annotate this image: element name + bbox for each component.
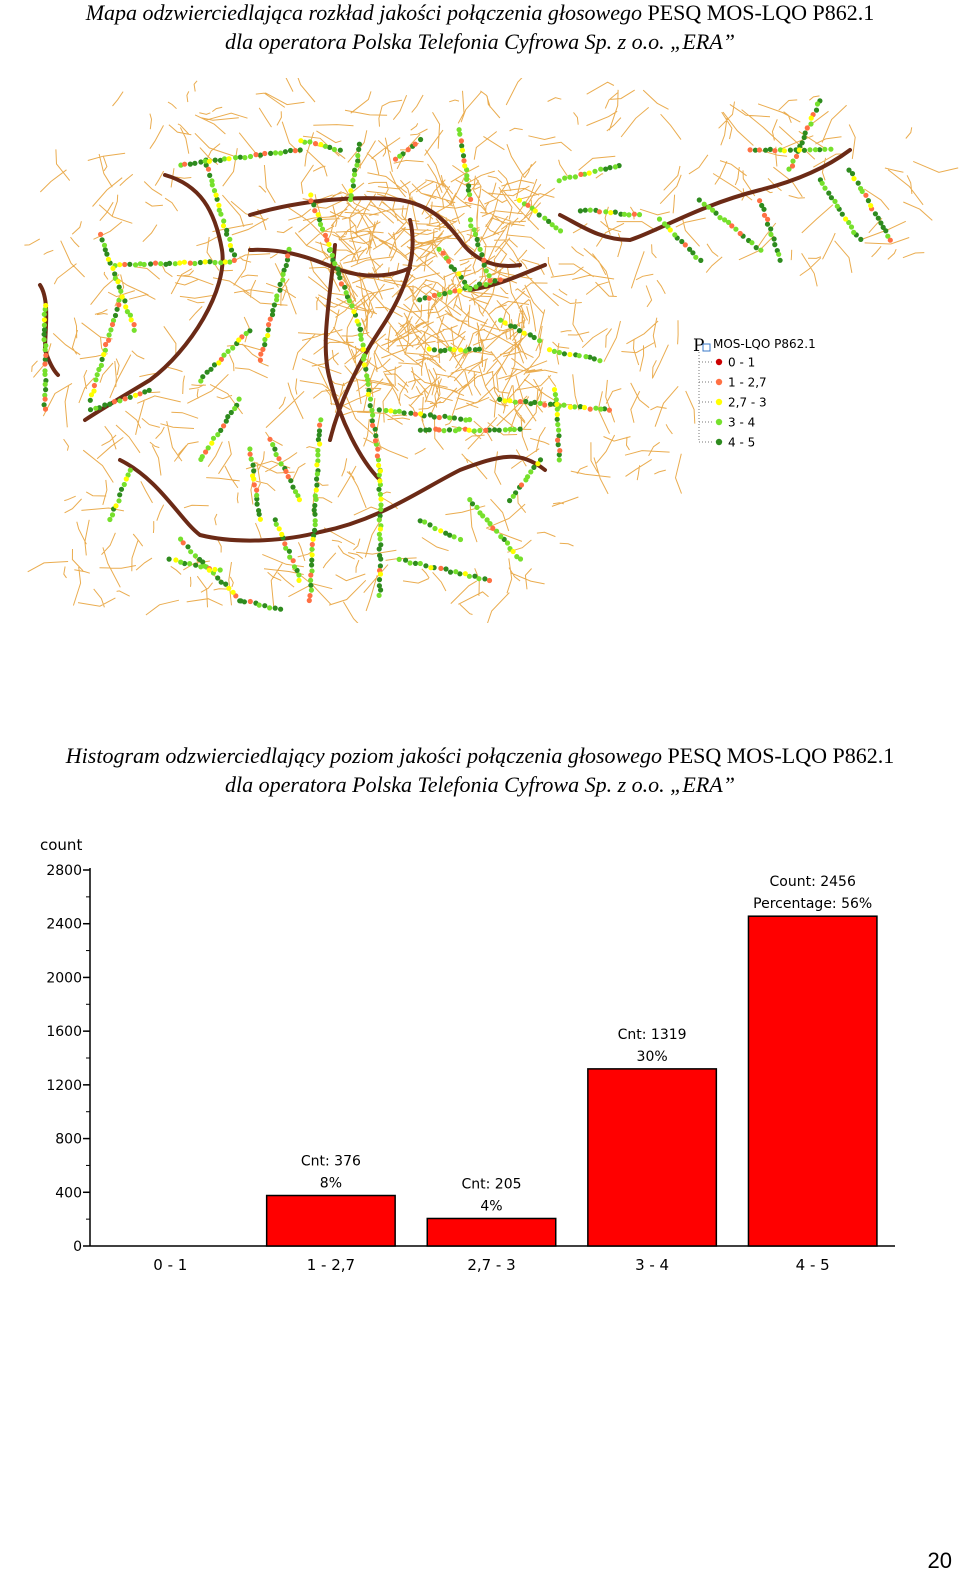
map-caption-line1-italic: Mapa odzwierciedlająca rozkład jakości p… bbox=[85, 0, 648, 25]
chart-data-labels: Cnt: 376 8% Cnt: 205 4% Cnt: 1319 30% Count: 2… bbox=[301, 874, 872, 1214]
legend-swatch bbox=[715, 438, 723, 446]
bar-data-label: Count: 2456 bbox=[770, 874, 856, 890]
bar-data-label: Percentage: 56% bbox=[753, 896, 872, 912]
y-tick-label: 2400 bbox=[46, 917, 82, 933]
page-number: 20 bbox=[927, 1548, 952, 1573]
bar-data-label: 8% bbox=[320, 1176, 342, 1192]
y-tick-label: 2800 bbox=[46, 863, 82, 879]
map-caption-line2: dla operatora Polska Telefonia Cyfrowa S… bbox=[225, 29, 735, 54]
y-tick-label: 400 bbox=[55, 1185, 82, 1201]
map-caption: Mapa odzwierciedlająca rozkład jakości p… bbox=[0, 0, 960, 56]
y-tick-label: 0 bbox=[73, 1239, 82, 1255]
bar-2 bbox=[265, 1194, 396, 1247]
drive-test-routes bbox=[41, 98, 893, 612]
legend-title: MOS-LQO P862.1 bbox=[713, 337, 816, 351]
legend-label: 4 - 5 bbox=[728, 436, 755, 450]
x-tick-label: 1 - 2,7 bbox=[307, 1256, 355, 1274]
legend-swatch bbox=[715, 378, 723, 386]
bar-data-label: 30% bbox=[637, 1049, 668, 1065]
legend-label: 0 - 1 bbox=[728, 356, 755, 370]
y-tick-label: 1200 bbox=[46, 1078, 82, 1094]
x-tick-label: 0 - 1 bbox=[153, 1256, 187, 1274]
x-tick-label: 2,7 - 3 bbox=[467, 1256, 515, 1274]
histogram-chart: count 0 400 800 1200 1600 2000 2400 2800 0 - 1 1 … bbox=[40, 836, 895, 1274]
legend-swatch bbox=[715, 398, 723, 406]
legend-layer-letter: P bbox=[693, 336, 704, 356]
bar-5 bbox=[747, 915, 878, 1247]
histogram-caption-line1-roman: PESQ MOS-LQO P862.1 bbox=[667, 743, 895, 768]
histogram-caption: Histogram odzwierciedlający poziom jakoś… bbox=[0, 741, 960, 799]
legend-label: 2,7 - 3 bbox=[728, 396, 767, 410]
bar-data-label: Cnt: 376 bbox=[301, 1154, 361, 1170]
y-axis-label: count bbox=[40, 836, 82, 854]
histogram-caption-line2: dla operatora Polska Telefonia Cyfrowa S… bbox=[225, 772, 735, 797]
bar-data-label: 4% bbox=[480, 1198, 502, 1214]
legend-label: 1 - 2,7 bbox=[728, 376, 767, 390]
legend-layer-icon bbox=[702, 343, 711, 352]
legend-swatch bbox=[715, 418, 723, 426]
y-tick-label: 1600 bbox=[46, 1024, 82, 1040]
y-tick-label: 800 bbox=[55, 1132, 82, 1148]
bar-4 bbox=[587, 1068, 718, 1247]
bar-3 bbox=[426, 1217, 557, 1247]
coverage-map: P MOS-LQO P862.1 0 - 1 1 - 2,7 2,7 - 3 3 - … bbox=[24, 78, 959, 623]
bar-data-label: Cnt: 205 bbox=[461, 1176, 521, 1192]
bar-data-label: Cnt: 1319 bbox=[618, 1027, 687, 1043]
histogram-caption-line1-italic: Histogram odzwierciedlający poziom jakoś… bbox=[65, 743, 668, 768]
legend-label: 3 - 4 bbox=[728, 416, 755, 430]
y-tick-label: 2000 bbox=[46, 970, 82, 986]
x-tick-label: 4 - 5 bbox=[796, 1256, 830, 1274]
chart-bars bbox=[265, 915, 878, 1247]
map-caption-line1-roman: PESQ MOS-LQO P862.1 bbox=[647, 0, 875, 25]
legend-swatch bbox=[715, 358, 723, 366]
street-network bbox=[24, 78, 959, 623]
x-tick-label: 3 - 4 bbox=[635, 1256, 669, 1274]
map-legend: P MOS-LQO P862.1 0 - 1 1 - 2,7 2,7 - 3 3 - … bbox=[693, 336, 816, 450]
